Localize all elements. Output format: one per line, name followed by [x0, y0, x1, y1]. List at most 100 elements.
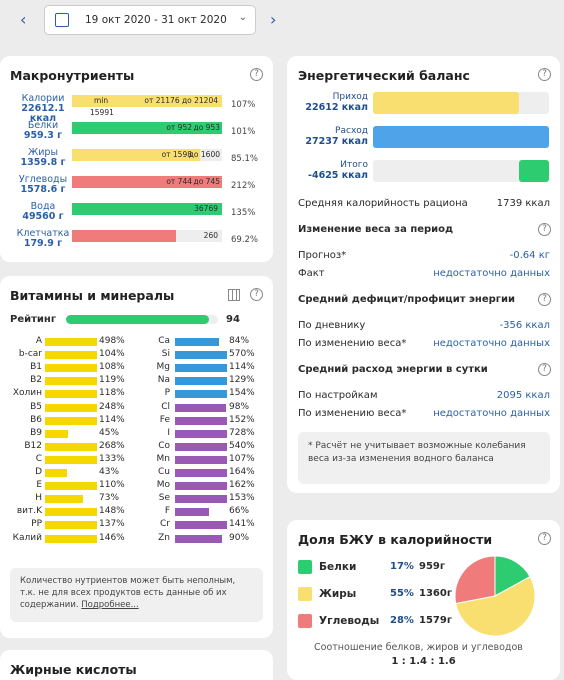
- nutrient-percent: 498%: [99, 336, 125, 346]
- bju-color-swatch: [298, 560, 312, 574]
- prev-period-button[interactable]: ‹: [20, 10, 27, 29]
- nutrient-percent: 268%: [99, 440, 125, 451]
- nutrient-name: B5: [30, 401, 42, 412]
- nutrient-percent: 154%: [229, 388, 255, 399]
- nutrient-track: [175, 403, 227, 412]
- fatty-title: Жирные кислоты: [10, 662, 137, 677]
- pie-slice: [494, 555, 531, 597]
- macro-percent: 107%: [231, 100, 256, 110]
- help-icon[interactable]: ?: [250, 288, 263, 301]
- macro-bar: [72, 95, 222, 107]
- bju-color-swatch: [298, 587, 312, 601]
- macro-value: 49560 г: [22, 211, 64, 222]
- byweight-label: По изменению веса*: [298, 338, 407, 349]
- help-icon[interactable]: ?: [538, 223, 551, 236]
- nutrient-bar: [175, 377, 227, 386]
- bju-grams: 1360г: [419, 588, 453, 599]
- nutrient-name: D: [35, 467, 42, 477]
- nutrient-bar: [45, 534, 97, 543]
- nutrient-bar: [45, 455, 97, 464]
- help-icon[interactable]: ?: [538, 532, 551, 545]
- macro-max-label: до 953: [193, 123, 220, 132]
- energy-bar-value: 27237 ккал: [305, 136, 368, 147]
- energy-note-box: * Расчёт не учитывает возможные колебани…: [298, 432, 550, 484]
- bju-pie-chart: [454, 555, 536, 637]
- macro-bar: [72, 122, 222, 134]
- more-link[interactable]: Подробнее...: [81, 600, 139, 610]
- bju-label: Жиры: [319, 588, 357, 600]
- nutrient-name: Si: [161, 349, 170, 360]
- nutrient-track: [175, 351, 227, 360]
- nutrient-name: I: [167, 427, 170, 438]
- help-icon[interactable]: ?: [538, 293, 551, 306]
- nutrient-track: [175, 495, 227, 504]
- nutrient-name: Se: [158, 493, 170, 504]
- nutrient-percent: 119%: [99, 375, 125, 386]
- nutrient-bar: [45, 351, 97, 360]
- diary-value: -356 ккал: [499, 320, 550, 331]
- nutrient-percent: 248%: [99, 401, 125, 412]
- help-icon[interactable]: ?: [538, 363, 551, 376]
- nutrient-bar: [175, 469, 227, 477]
- pie-slice: [454, 555, 496, 605]
- macro-label: Калории 22612.1 ккал: [14, 94, 72, 124]
- macro-value: 1578.6 г: [20, 184, 66, 195]
- help-icon[interactable]: ?: [250, 68, 263, 81]
- nutrient-name: Fe: [159, 414, 170, 425]
- nutrient-track: [45, 403, 97, 412]
- nutrient-track: [45, 469, 97, 477]
- macro-max-label: до 745: [193, 177, 220, 186]
- macro-name: Белки: [27, 120, 59, 131]
- macro-unit: ккал: [29, 113, 57, 124]
- bju-card: Доля БЖУ в калорийности ? Белки 17% 959г Жи…: [287, 520, 560, 680]
- energy-bar-label: Приход: [332, 92, 368, 102]
- nutrient-bar: [45, 364, 97, 373]
- energy-bar-value: -4625 ккал: [308, 170, 368, 181]
- macro-track: 260: [72, 230, 222, 242]
- nutrient-bar: [45, 521, 97, 530]
- energy-bar-label: Итого: [340, 160, 368, 170]
- nutrient-bar: [175, 495, 227, 504]
- nutrient-track: [175, 482, 227, 491]
- energy-bar: [519, 160, 549, 182]
- fact-value: недостаточно данных: [433, 268, 550, 279]
- forecast-label: Прогноз*: [298, 250, 347, 261]
- nutrient-percent: 146%: [99, 532, 125, 543]
- nutrient-percent: 90%: [229, 532, 250, 543]
- nutrient-track: [175, 469, 227, 477]
- nutrient-percent: 73%: [99, 493, 120, 504]
- date-range-picker[interactable]: 19 окт 2020 - 31 окт 2020 ⌄: [44, 5, 256, 35]
- nutrient-name: E: [36, 480, 42, 491]
- energy-track: [373, 160, 549, 182]
- macro-track: от 744 до 745: [72, 176, 222, 188]
- macro-name: Углеводы: [18, 174, 68, 185]
- chevron-down-icon: ⌄: [238, 12, 247, 23]
- macro-bar: [72, 230, 176, 242]
- nutrient-bar: [45, 469, 68, 477]
- nutrient-bar: [45, 429, 69, 438]
- energy-bar: [373, 126, 549, 148]
- next-period-button[interactable]: ›: [270, 10, 277, 29]
- nutrient-bar: [45, 495, 83, 504]
- nutrient-percent: 133%: [99, 453, 125, 464]
- nutrient-bar: [175, 521, 227, 530]
- nutrient-bar: [175, 534, 222, 543]
- nutrient-track: [45, 364, 97, 373]
- nutrient-percent: 570%: [229, 349, 255, 360]
- macros-title: Макронутриенты: [10, 68, 135, 83]
- nutrient-name: Zn: [158, 532, 170, 543]
- nutrient-bar: [45, 416, 97, 425]
- ratio-caption: Соотношение белков, жиров и углеводов: [314, 642, 523, 653]
- nutrient-bar: [175, 455, 227, 464]
- nutrient-percent: 98%: [229, 401, 250, 412]
- table-view-icon[interactable]: [228, 289, 240, 301]
- nutrient-percent: 45%: [99, 427, 120, 438]
- nutrient-percent: 84%: [229, 336, 250, 346]
- macro-label: Вода 49560 г: [14, 202, 72, 222]
- bju-grams: 1579г: [419, 615, 453, 626]
- bju-percent: 17%: [390, 561, 414, 572]
- nutrient-name: Cr: [160, 519, 170, 530]
- nutrient-percent: 164%: [229, 467, 255, 477]
- help-icon[interactable]: ?: [538, 68, 551, 81]
- nutrient-percent: 152%: [229, 414, 255, 425]
